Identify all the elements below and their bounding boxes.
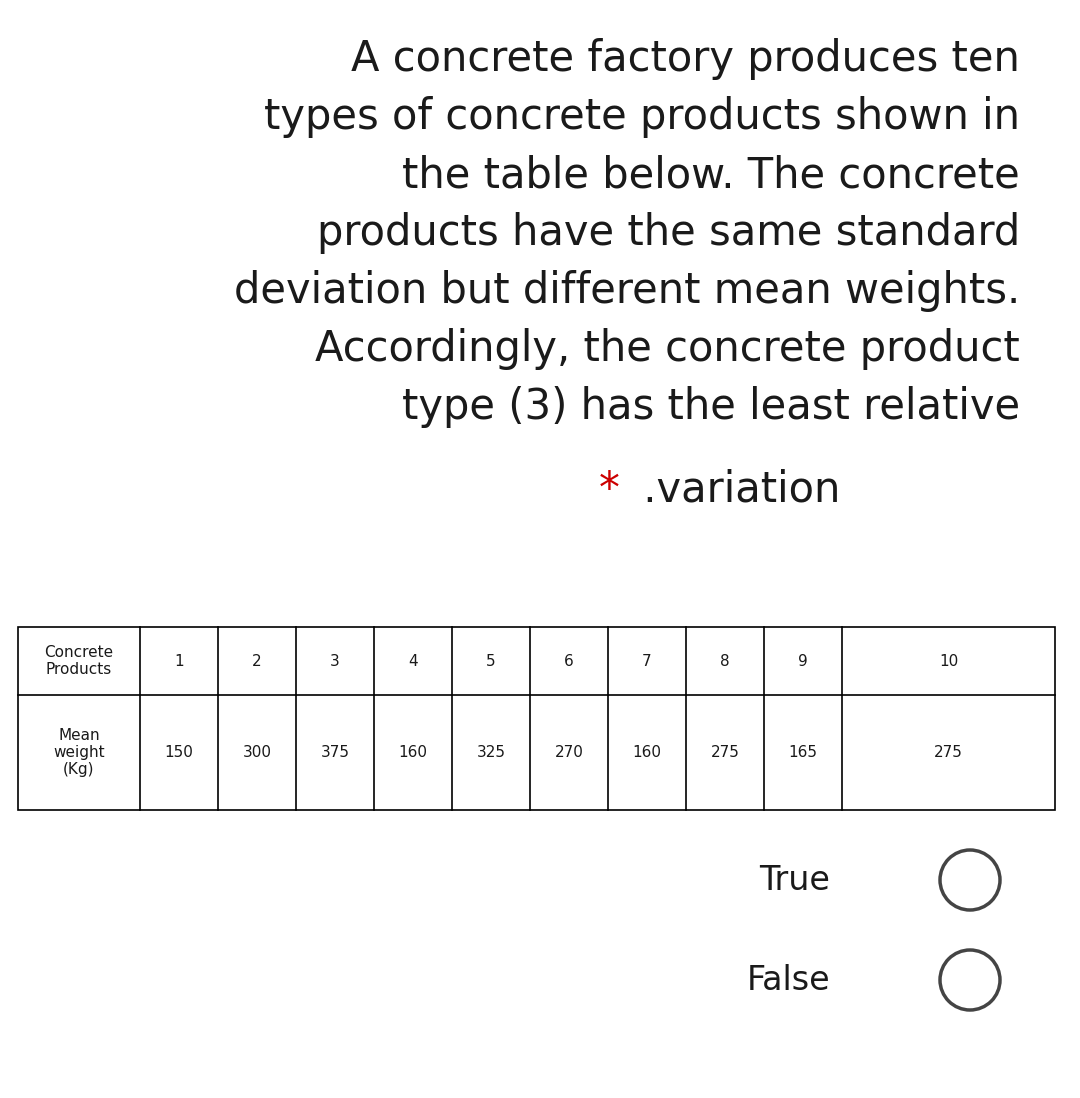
Text: .variation: .variation <box>630 469 840 511</box>
Text: True: True <box>759 863 831 896</box>
Circle shape <box>940 950 1000 1010</box>
Text: 7: 7 <box>643 653 652 669</box>
Text: 2: 2 <box>253 653 261 669</box>
Text: False: False <box>746 964 831 997</box>
Text: 165: 165 <box>788 746 818 760</box>
Text: 325: 325 <box>476 746 505 760</box>
Text: type (3) has the least relative: type (3) has the least relative <box>402 386 1020 428</box>
Text: 5: 5 <box>486 653 496 669</box>
Text: Concrete
Products: Concrete Products <box>44 645 113 677</box>
Text: Mean
weight
(Kg): Mean weight (Kg) <box>53 728 105 777</box>
Text: 160: 160 <box>399 746 428 760</box>
Text: 1: 1 <box>174 653 184 669</box>
Text: 10: 10 <box>939 653 958 669</box>
Text: 275: 275 <box>934 746 963 760</box>
Text: 270: 270 <box>554 746 583 760</box>
Text: *: * <box>599 469 620 511</box>
Bar <box>18 627 1055 810</box>
Text: 6: 6 <box>564 653 573 669</box>
Text: 300: 300 <box>243 746 271 760</box>
Text: 160: 160 <box>633 746 661 760</box>
Text: the table below. The concrete: the table below. The concrete <box>402 154 1020 197</box>
Text: 4: 4 <box>408 653 418 669</box>
Text: products have the same standard: products have the same standard <box>316 212 1020 254</box>
Text: 3: 3 <box>330 653 340 669</box>
Text: types of concrete products shown in: types of concrete products shown in <box>264 96 1020 138</box>
Text: 8: 8 <box>720 653 730 669</box>
Text: A concrete factory produces ten: A concrete factory produces ten <box>351 38 1020 80</box>
Text: 9: 9 <box>798 653 808 669</box>
Text: 375: 375 <box>321 746 350 760</box>
Text: Accordingly, the concrete product: Accordingly, the concrete product <box>315 328 1020 370</box>
Circle shape <box>940 850 1000 910</box>
Text: deviation but different mean weights.: deviation but different mean weights. <box>233 270 1020 312</box>
Text: 275: 275 <box>711 746 740 760</box>
Text: 150: 150 <box>164 746 193 760</box>
